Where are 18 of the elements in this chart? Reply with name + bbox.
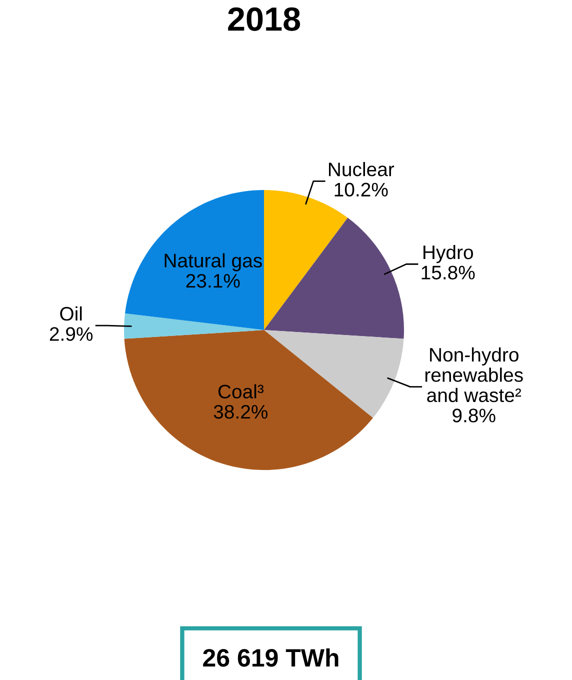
data-label: 9.8% [452,408,496,422]
pie-slice [124,313,264,339]
slice-label: Coal³ [218,384,264,398]
pie-slice [124,330,373,470]
data-label: 15.8% [422,266,475,280]
pie-slice [264,218,404,339]
data-label: 10.2% [334,182,388,197]
pie-slice [124,190,264,330]
slice-label: Non-hydro renewables and waste² [425,347,523,402]
data-label: 23.1% [186,274,240,288]
text: 26 619 TWh [203,648,338,667]
slice-label: Nuclear [328,162,394,176]
data-label: 2.9% [50,327,93,341]
data-label: 38.2% [214,404,268,419]
slice-label: Hydro [424,244,473,264]
chart-title: 2018 [228,7,300,31]
slice-label: Natural gas [164,253,262,272]
slice-label: Oil [60,306,82,321]
